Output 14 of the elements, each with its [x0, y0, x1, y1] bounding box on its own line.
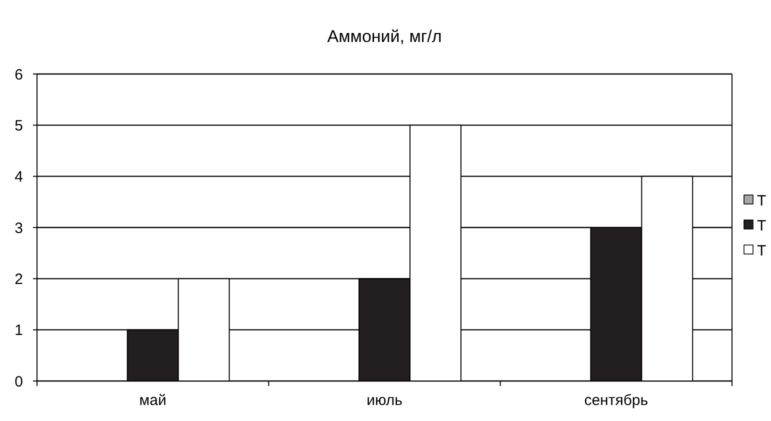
y-tick-label: 1: [14, 322, 23, 340]
legend-label: Т: [757, 217, 766, 234]
x-tick-label: май: [139, 392, 166, 409]
y-tick-label: 3: [14, 220, 23, 237]
y-tick-label: 4: [14, 168, 23, 186]
x-tick-label: июль: [366, 392, 403, 409]
legend-label: Т: [757, 192, 766, 210]
legend-label: Т: [757, 242, 766, 260]
y-tick-label: 6: [14, 66, 23, 84]
x-tick-label: сентябрь: [584, 392, 648, 409]
y-tick-label: 2: [14, 270, 23, 288]
chart-title: Аммоний, мг/л: [327, 27, 442, 46]
y-tick-label: 5: [14, 117, 23, 134]
y-tick-label: 0: [14, 373, 23, 390]
